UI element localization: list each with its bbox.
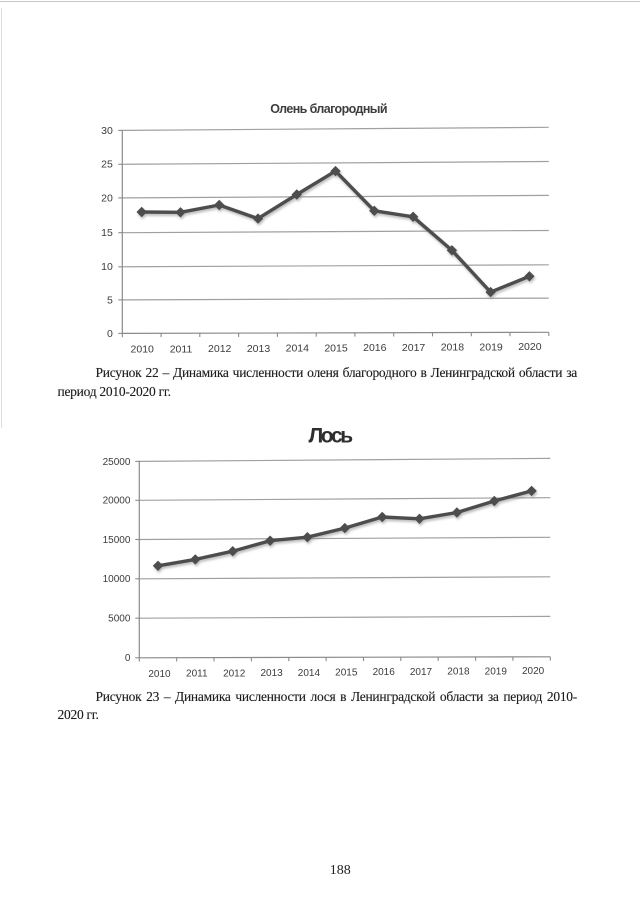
svg-text:2010: 2010 — [131, 344, 155, 356]
svg-text:2019: 2019 — [485, 666, 508, 677]
svg-text:2015: 2015 — [335, 668, 358, 679]
svg-text:Лось: Лось — [308, 424, 353, 447]
svg-text:15: 15 — [101, 227, 113, 239]
svg-text:2020: 2020 — [522, 666, 545, 677]
svg-text:2011: 2011 — [170, 343, 193, 355]
svg-text:15000: 15000 — [103, 535, 131, 546]
svg-text:20000: 20000 — [103, 496, 131, 507]
svg-text:30: 30 — [101, 125, 113, 137]
svg-text:20: 20 — [101, 192, 113, 204]
svg-text:2013: 2013 — [247, 343, 271, 355]
svg-text:10000: 10000 — [103, 574, 131, 585]
svg-text:2012: 2012 — [208, 343, 232, 355]
svg-text:25: 25 — [101, 159, 113, 171]
svg-text:2016: 2016 — [373, 667, 396, 678]
svg-text:5000: 5000 — [108, 614, 131, 625]
svg-text:2020: 2020 — [518, 341, 542, 353]
svg-text:10: 10 — [101, 261, 113, 273]
svg-text:2012: 2012 — [223, 668, 246, 679]
svg-text:2014: 2014 — [298, 668, 321, 679]
svg-text:2016: 2016 — [363, 342, 387, 354]
svg-text:5: 5 — [107, 294, 113, 306]
svg-text:25000: 25000 — [103, 457, 131, 468]
svg-text:2015: 2015 — [324, 342, 348, 354]
svg-text:2014: 2014 — [286, 343, 310, 355]
svg-text:2018: 2018 — [441, 342, 465, 354]
svg-text:2013: 2013 — [260, 668, 283, 679]
svg-text:Олень благородный: Олень благородный — [270, 102, 387, 116]
svg-text:2019: 2019 — [479, 341, 503, 353]
svg-text:0: 0 — [125, 653, 131, 664]
svg-text:2017: 2017 — [402, 342, 426, 354]
svg-text:0: 0 — [107, 328, 113, 340]
svg-text:2018: 2018 — [447, 667, 470, 678]
svg-text:2010: 2010 — [148, 669, 171, 680]
svg-text:2011: 2011 — [186, 669, 208, 680]
svg-text:2017: 2017 — [410, 667, 433, 678]
